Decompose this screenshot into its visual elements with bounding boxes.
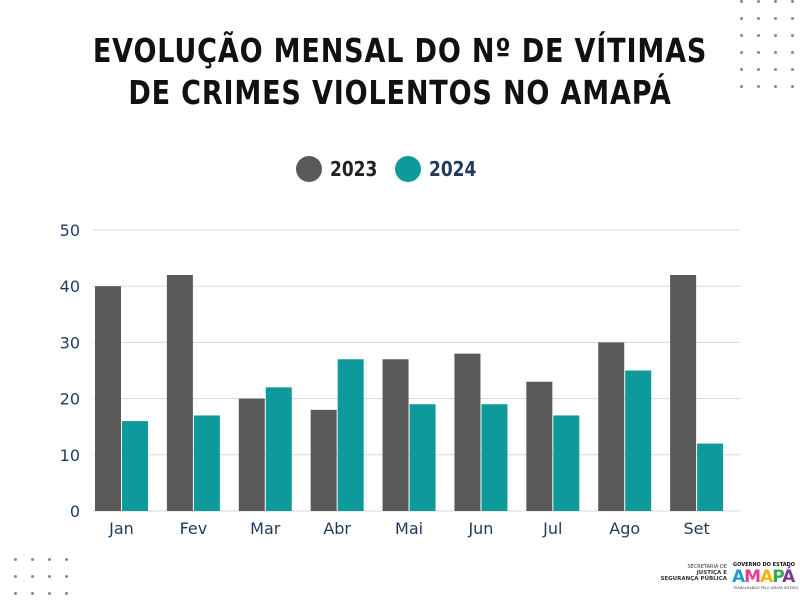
y-tick-label: 10 (60, 446, 80, 465)
bar-2023-abr (310, 409, 337, 511)
decor-dot (774, 34, 777, 37)
bar-2024-ago (625, 370, 652, 511)
bar-2023-set (670, 274, 697, 511)
decor-dot (65, 575, 68, 578)
decor-dot (791, 68, 794, 71)
decor-dot (757, 51, 760, 54)
logo-letter: A (760, 567, 773, 587)
decor-dot (740, 51, 743, 54)
decor-dot (757, 68, 760, 71)
decor-dot (774, 85, 777, 88)
decor-dot (14, 575, 17, 578)
legend-swatch-2023 (296, 156, 322, 182)
y-tick-label: 50 (60, 221, 80, 240)
decor-dot (774, 51, 777, 54)
decor-dot (757, 0, 760, 3)
legend-label-2023: 2023 (330, 157, 378, 181)
bar-2023-jun (454, 353, 481, 511)
bar-2023-mai (382, 359, 409, 511)
x-tick-label: Abr (323, 519, 351, 538)
decor-dot (791, 51, 794, 54)
logo-governo: GOVERNO DO ESTADO (733, 562, 795, 568)
x-tick-label: Jan (108, 519, 134, 538)
x-tick-label: Set (683, 519, 709, 538)
decor-dot (740, 0, 743, 3)
decor-dot (774, 0, 777, 3)
y-tick-label: 0 (70, 502, 80, 521)
decor-dot (791, 17, 794, 20)
title-line-2: DE CRIMES VIOLENTOS NO AMAPÁ (128, 73, 672, 112)
title-line-1: EVOLUÇÃO MENSAL DO Nº DE VÍTIMAS (92, 31, 708, 70)
chart-title: EVOLUÇÃO MENSAL DO Nº DE VÍTIMAS DE CRIM… (72, 30, 728, 114)
logo-letter: P (772, 567, 783, 587)
decor-dot (31, 558, 34, 561)
y-tick-label: 40 (60, 277, 80, 296)
x-tick-label: Jun (467, 519, 493, 538)
decor-dot (31, 592, 34, 595)
bar-2024-mar (265, 387, 292, 511)
secretaria-text: SECRETARIA DE JUSTIÇA E SEGURANÇA PÚBLIC… (657, 564, 727, 582)
legend-swatch-2024 (395, 156, 421, 182)
bar-2024-abr (337, 359, 364, 511)
logo-letter: A (732, 567, 745, 587)
bar-2024-jul (553, 415, 580, 511)
logo-letter: M (744, 567, 761, 587)
decor-dot (740, 17, 743, 20)
decor-dot (48, 592, 51, 595)
bar-2023-jan (95, 286, 121, 511)
decor-dot (740, 85, 743, 88)
bar-2024-jan (122, 421, 148, 511)
decor-dot (757, 85, 760, 88)
x-tick-label: Mai (395, 519, 423, 538)
y-tick-label: 30 (60, 333, 80, 352)
decor-dot (791, 85, 794, 88)
bar-2023-ago (598, 342, 625, 511)
decor-dot (65, 592, 68, 595)
decor-dot (48, 558, 51, 561)
decor-dot (774, 17, 777, 20)
decor-dot (791, 34, 794, 37)
decor-dot (31, 575, 34, 578)
logo-amapa: AMAPÁ (732, 567, 795, 587)
x-tick-label: Jul (542, 519, 562, 538)
bar-2024-set (697, 443, 724, 511)
x-tick-label: Fev (180, 519, 208, 538)
logo-letter: Á (782, 567, 795, 587)
decor-dot (791, 0, 794, 3)
decor-dot (774, 68, 777, 71)
bar-2023-mar (238, 398, 265, 511)
decor-dot (740, 34, 743, 37)
legend-item-2024: 2024 (395, 154, 485, 184)
bar-2023-jul (526, 381, 553, 511)
x-tick-label: Mar (250, 519, 281, 538)
legend-label-2024: 2024 (429, 157, 477, 181)
government-logo: SECRETARIA DE JUSTIÇA E SEGURANÇA PÚBLIC… (657, 560, 799, 592)
decor-dot (48, 575, 51, 578)
bar-2023-fev (166, 274, 193, 511)
decor-dot (740, 68, 743, 71)
decor-dot (65, 558, 68, 561)
decor-dot (757, 34, 760, 37)
logo-seguranca: SEGURANÇA PÚBLICA (660, 576, 727, 582)
logo-secretaria: SECRETARIA DE (687, 564, 727, 570)
bar-2024-jun (481, 404, 508, 511)
decor-dot (14, 558, 17, 561)
decor-dot (757, 17, 760, 20)
x-tick-label: Ago (609, 519, 640, 538)
bar-2024-mai (409, 404, 436, 511)
logo-justica: JUSTIÇA E (696, 570, 727, 576)
y-tick-label: 20 (60, 390, 80, 409)
decor-dot (14, 592, 17, 595)
legend-item-2023: 2023 (296, 154, 386, 184)
logo-tagline: TRABALHANDO PELO AMAPÁ INTEIRO (733, 586, 799, 590)
bar-2024-fev (193, 415, 220, 511)
